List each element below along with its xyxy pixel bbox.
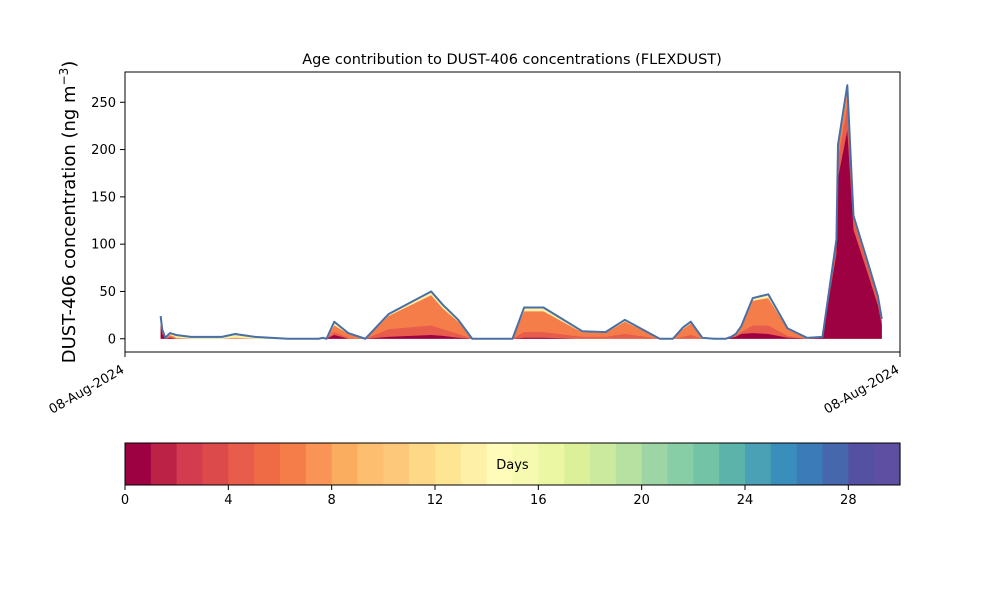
colorbar-segment [150,443,178,485]
y-tick-label: 100 [91,238,116,253]
colorbar-tick-label: 4 [224,493,232,508]
colorbar-tick-label: 0 [121,493,129,508]
colorbar-segment [512,443,539,485]
colorbar-segment [796,443,824,485]
x-axis-ticks: 08-Aug-2024 08-Aug-2024 [47,352,902,418]
y-tick-label: 150 [91,190,116,205]
colorbar-segment [693,443,720,485]
colorbar-segment [460,443,488,485]
colorbar-frame [124,442,901,486]
colorbar-segment [719,443,746,485]
y-axis-label-close: ) [59,61,80,68]
colorbar: Days 0 4 8 12 16 20 24 28 [121,442,901,508]
colorbar-segment [305,443,333,485]
area-layers [160,85,882,339]
colorbar-segment [409,443,436,485]
colorbar-segment [331,443,359,485]
total-outline [159,84,883,340]
colorbar-segment [564,443,591,485]
colorbar-tick-label: 8 [328,493,336,508]
colorbar-segment [615,443,643,485]
colorbar-segment [590,443,617,485]
colorbar-segment [641,443,669,485]
y-tick-label: 250 [91,96,116,111]
colorbar-tick-label: 16 [530,493,547,508]
colorbar-segment [280,443,307,485]
y-axis-label-main: DUST-406 concentration (ng m [59,85,80,363]
colorbar-segment [745,443,772,485]
colorbar-segment [822,443,849,485]
colorbar-segment [874,443,901,485]
colorbar-segment [176,443,204,485]
colorbar-label: Days [496,458,529,473]
area-layer-days_30 [160,85,882,339]
chart-title: Age contribution to DUST-406 concentrati… [302,52,722,68]
colorbar-segment [383,443,410,485]
x-tick-label: 08-Aug-2024 [822,362,902,417]
x-tick-label: 08-Aug-2024 [47,362,127,417]
area-layer-days_16 [160,86,882,339]
y-axis-label: DUST-406 concentration (ng m−3) [57,61,80,364]
y-tick-label: 50 [99,285,116,300]
y-tick-label: 200 [91,143,116,158]
colorbar-tick-label: 20 [633,493,650,508]
plot-frame [124,71,901,353]
colorbar-segment [435,443,462,485]
colorbar-segment [770,443,798,485]
y-axis-ticks: 0 50 100 150 200 250 [91,96,125,347]
y-axis-label-sup: −3 [57,68,71,86]
colorbar-segment [538,443,565,485]
colorbar-segment [254,443,281,485]
colorbar-segment [486,443,514,485]
total-concentration-line [159,84,883,340]
colorbar-tick-label: 12 [427,493,444,508]
colorbar-segment [125,443,152,485]
colorbar-tick-label: 24 [737,493,754,508]
y-tick-label: 0 [108,332,116,347]
colorbar-segment [202,443,229,485]
colorbar-segment [228,443,255,485]
colorbar-segment [357,443,384,485]
colorbar-segment [848,443,875,485]
svg-text:DUST-406 concentration (ng m−3: DUST-406 concentration (ng m−3) [57,61,80,364]
colorbar-segment [667,443,694,485]
colorbar-tick-label: 28 [840,493,857,508]
